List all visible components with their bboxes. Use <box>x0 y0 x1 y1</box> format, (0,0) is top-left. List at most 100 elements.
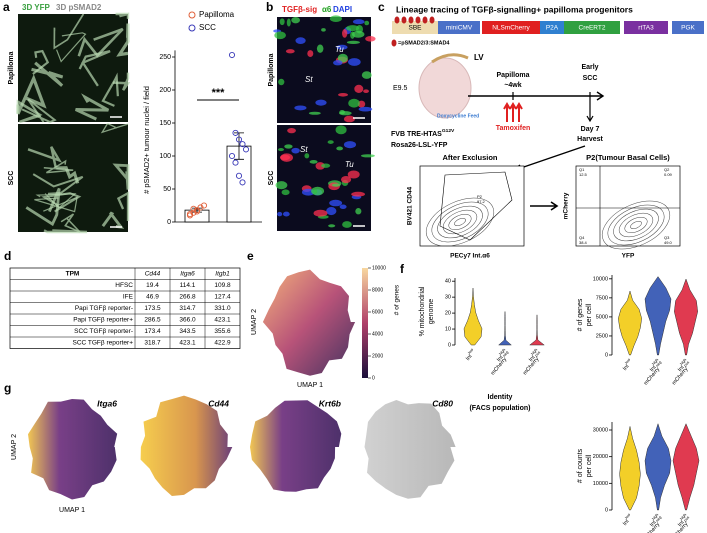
label: E9.5 <box>393 85 408 92</box>
label-sup: high <box>652 358 660 366</box>
rich-label: FVB TRE-HTASG12V <box>391 128 455 138</box>
table-cell: 318.7 <box>144 339 161 346</box>
table-header: Itga6 <box>180 270 195 277</box>
contour <box>437 205 483 239</box>
rich-label: Intlow <box>622 358 631 373</box>
label: Intlow <box>621 513 635 528</box>
micro-texture <box>335 125 347 135</box>
construct-element <box>438 21 480 34</box>
contour <box>624 216 648 234</box>
motif-icon <box>408 16 414 24</box>
label: TGFβ-sig <box>282 5 317 14</box>
table-cell: 423.1 <box>214 316 231 323</box>
motif-icon <box>422 16 428 24</box>
label: =pSMAD2/3:SMAD4 <box>398 40 450 46</box>
contour <box>454 218 466 226</box>
data-point <box>197 204 204 211</box>
micro-texture <box>343 141 357 149</box>
micro-texture <box>361 71 372 79</box>
construct-label: NLSmCherry <box>492 25 530 32</box>
panel-label: g <box>4 381 11 395</box>
label: Q4 <box>579 235 585 240</box>
label: Intlow <box>464 348 478 363</box>
micro-texture <box>307 50 314 57</box>
label-sup: low <box>624 513 631 520</box>
micro-texture <box>327 140 334 144</box>
table-cell: 314.7 <box>179 305 196 312</box>
micro-texture <box>329 199 343 207</box>
table-cell: 343.5 <box>179 328 196 335</box>
label-part: mCherry <box>643 522 661 533</box>
micro-texture <box>295 37 306 45</box>
y-tick-label: 40 <box>445 279 451 285</box>
violin <box>672 423 700 511</box>
label-sup: neg <box>655 360 662 367</box>
label: InthighmCherryneg <box>485 348 512 377</box>
micro-texture <box>358 106 373 112</box>
table-cell: 331.0 <box>214 305 231 312</box>
motif-icon <box>401 16 407 24</box>
colorbar-tick-label: 8000 <box>372 287 383 293</box>
micro-texture <box>43 229 88 234</box>
violin <box>463 288 483 346</box>
label: # of genes <box>577 298 584 331</box>
panel-label: f <box>400 262 405 276</box>
embryo <box>418 57 472 119</box>
annotation: St <box>305 75 313 84</box>
rich-label: InthighmCherrypos <box>523 348 542 377</box>
micro-texture <box>279 18 285 26</box>
micro-texture <box>336 146 344 151</box>
micro-texture <box>75 93 110 121</box>
panel-title: Lineage tracing of TGFβ-signalling+ papi… <box>396 4 633 14</box>
y-tick-label: 20 <box>445 311 451 317</box>
table-cell: SCC TGFβ reporter- <box>74 328 133 335</box>
table-cell: 109.8 <box>214 282 231 289</box>
y-tick-label: 200 <box>159 87 171 94</box>
label-part: Int <box>677 365 686 374</box>
rich-label: Intlow <box>621 513 635 528</box>
label-sup: pos <box>534 350 541 357</box>
y-tick-label: 100 <box>159 153 171 160</box>
contour <box>442 209 478 235</box>
table-cell: SCC TGFβ reporter+ <box>72 339 133 346</box>
micro-texture <box>21 98 57 124</box>
micro-texture <box>351 30 365 38</box>
table-cell: 366.0 <box>179 316 196 323</box>
micro-texture <box>53 13 85 50</box>
contour <box>613 208 659 242</box>
table-cell: 423.1 <box>179 339 196 346</box>
rich-label: Rosa26-LSL-YFP <box>391 142 448 149</box>
violin <box>618 290 642 356</box>
panel-label: b <box>266 0 273 14</box>
label-part: Int <box>622 363 631 372</box>
label: DAPI <box>333 5 352 14</box>
micro-texture <box>16 74 47 115</box>
motif-icon <box>415 16 421 24</box>
rich-label: Intlow <box>464 348 478 363</box>
label: YFP <box>622 253 635 260</box>
table-cell: 286.5 <box>144 316 161 323</box>
micro-texture <box>355 208 362 215</box>
y-tick-label: 5000 <box>596 314 608 320</box>
label: Papilloma <box>268 53 275 86</box>
micro-texture <box>278 148 284 152</box>
contour <box>618 212 654 238</box>
y-tick-label: 150 <box>159 120 171 127</box>
table-cell: 19.4 <box>146 282 159 289</box>
micro-texture <box>342 29 348 38</box>
micro-texture <box>304 153 310 159</box>
label: LV <box>474 53 484 62</box>
y-axis-label: # pSMAD2+ tumour nuclei / field <box>142 86 151 194</box>
label: % mitochondrial <box>419 286 426 336</box>
label: InthighmCherryneg <box>638 358 665 387</box>
table-header: Cd44 <box>145 270 161 277</box>
micro-texture <box>112 72 131 91</box>
construct-element <box>392 21 438 34</box>
micro-texture <box>329 15 342 22</box>
micro-texture <box>347 170 360 179</box>
umap-cloud <box>250 400 342 492</box>
y-tick-label: 10000 <box>593 481 608 487</box>
panel-label: e <box>247 249 254 263</box>
label: (FACS population) <box>469 405 530 412</box>
micro-texture <box>336 44 348 50</box>
